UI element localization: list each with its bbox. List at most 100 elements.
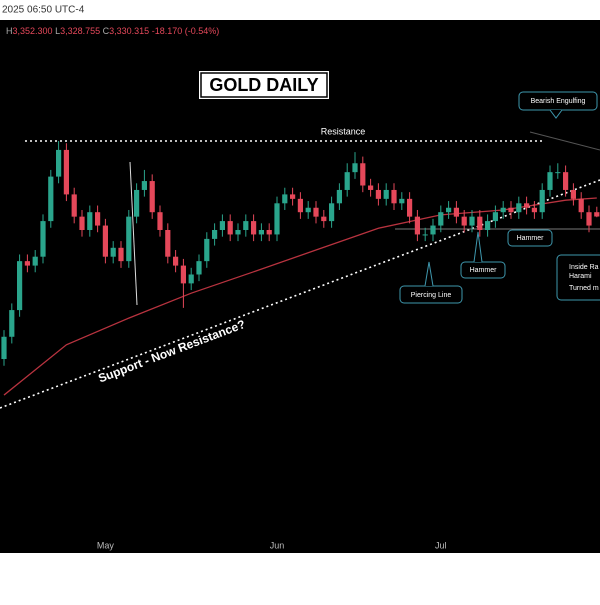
candle-body (383, 189, 389, 199)
candle-body (375, 189, 381, 199)
x-tick-label: Jul (435, 540, 447, 550)
chart-title: GOLD DAILY (209, 75, 318, 95)
plot-bg (0, 20, 600, 553)
candle-body (134, 189, 140, 217)
callout-box (556, 254, 600, 301)
callout-box (460, 261, 506, 279)
candle-body (305, 207, 311, 213)
title-box (197, 69, 331, 101)
candle-body (321, 216, 327, 222)
candle-body (570, 189, 576, 199)
candle-body (243, 221, 249, 230)
callout-label: Bearish Engulfing (531, 98, 586, 105)
callout-pointer (549, 109, 563, 119)
candle-body (266, 229, 272, 235)
ohlc-change: -18.170 (-0.54%) (152, 26, 220, 36)
candle-body (547, 172, 553, 190)
candle-body (32, 256, 38, 266)
callout-label: Piercing Line (411, 292, 452, 299)
candle-body (165, 229, 171, 257)
candle-body (227, 221, 233, 235)
ohlc-value: 3,328.755 (60, 26, 100, 36)
candles (1, 141, 600, 396)
callout-pointer (424, 261, 434, 287)
candle-body (141, 181, 147, 190)
ohlc-value: 3,352.300 (13, 26, 53, 36)
ohlc-label: L (55, 26, 60, 36)
ohlc-label: C (103, 26, 110, 36)
x-tick-label: Jun (270, 540, 285, 550)
candle-body (524, 203, 530, 208)
candle-body (461, 216, 467, 226)
candle-body (118, 247, 124, 262)
callout-label: Inside Ra (569, 264, 599, 271)
x-tick-label: May (97, 540, 115, 550)
candle-body (251, 221, 257, 235)
ohlc-value: 3,330.315 (109, 26, 149, 36)
candle-body (555, 172, 561, 174)
candle-body (87, 212, 93, 230)
candle-body (24, 261, 30, 266)
candle-body (477, 216, 483, 230)
candle-body (492, 212, 498, 222)
candle-body (516, 203, 522, 213)
candle-body (9, 310, 15, 337)
callout-label: Harami (569, 273, 592, 280)
ohlc: H3,352.300 L3,328.755 C3,330.315 -18.170… (6, 26, 219, 36)
candle-body (500, 207, 506, 213)
callouts: Bearish Engulfing Piercing Line Hammer H… (399, 91, 600, 304)
candle-body (173, 256, 179, 266)
candle-body (329, 203, 335, 222)
candle-body (586, 212, 592, 226)
candle-body (188, 274, 194, 284)
candle-body (508, 207, 514, 213)
candle-body (63, 149, 69, 195)
callout-label: Hammer (517, 235, 545, 242)
candle-body (446, 207, 452, 213)
candle-body (149, 181, 155, 213)
callout-label: Turned m (569, 285, 599, 292)
candle-body (180, 265, 186, 284)
callout-box (507, 229, 553, 247)
candle-body (102, 225, 108, 257)
candle-body (360, 163, 366, 186)
candle-body (352, 163, 358, 173)
top-bar (0, 0, 600, 20)
candle-body (297, 198, 303, 213)
candle-body (40, 221, 46, 257)
candle-body (430, 225, 436, 235)
candle-body (219, 221, 225, 230)
candle-body (407, 198, 413, 217)
candle-body (110, 247, 116, 257)
candle-body (336, 189, 342, 204)
candle-body (399, 198, 405, 204)
candle-body (594, 212, 600, 217)
candle-body (368, 185, 374, 190)
support-line (0, 179, 600, 409)
trend-line (529, 131, 600, 151)
candle-body (391, 189, 397, 204)
candle-body (274, 203, 280, 235)
candle-body (344, 172, 350, 190)
candle-body (539, 189, 545, 213)
arrow-line (129, 161, 138, 306)
candle-body (313, 207, 319, 217)
footer (0, 553, 600, 600)
ohlc-label: H (6, 26, 13, 36)
callout-pointer (473, 231, 483, 263)
candle-body (196, 261, 202, 275)
candle-body (1, 336, 7, 360)
candle-body (578, 198, 584, 213)
candle-body (563, 172, 569, 190)
candle-body (290, 194, 296, 199)
candle-body (485, 221, 491, 230)
candle-body (157, 212, 163, 230)
candle-body (48, 176, 54, 222)
candle-body (438, 212, 444, 226)
candle-body (453, 207, 459, 217)
candle-body (71, 194, 77, 217)
resistance-label: Resistance (321, 126, 366, 136)
candle-body (126, 216, 132, 262)
